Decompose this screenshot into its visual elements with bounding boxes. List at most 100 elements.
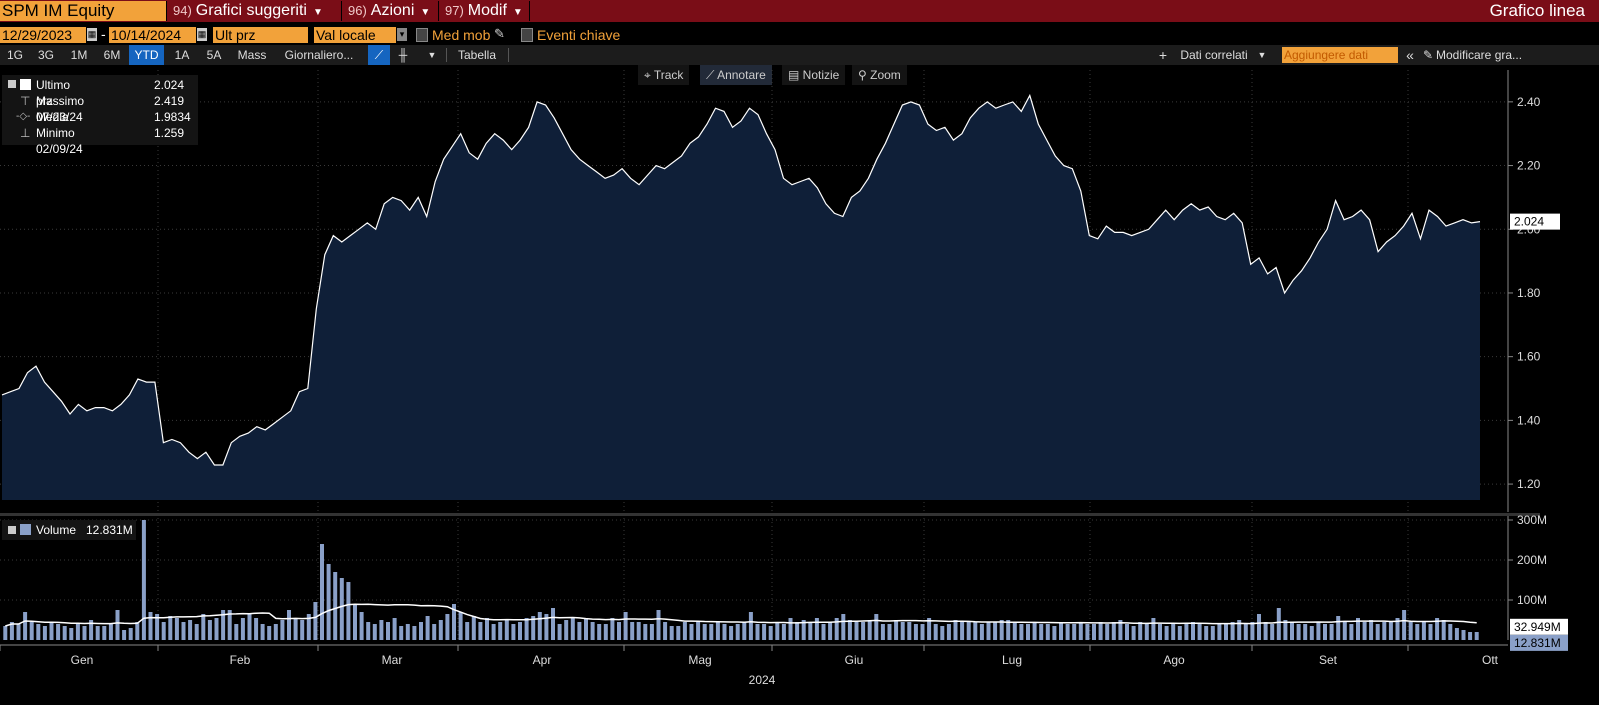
frequency-select[interactable]: Giornaliero... [284, 48, 354, 62]
key-events-label[interactable]: Eventi chiave [537, 27, 621, 43]
volume-bar [742, 622, 747, 640]
track-tool[interactable]: ⌖ Track [638, 65, 690, 85]
add-data-input[interactable]: Aggiungere dati [1282, 47, 1398, 63]
period-1m[interactable]: 1M [70, 48, 88, 62]
month-tick-label: Mar [382, 653, 403, 667]
pencil-icon[interactable]: ✎ [1422, 48, 1434, 62]
volume-bar [102, 626, 107, 640]
pencil-icon[interactable]: ✎ [494, 26, 505, 41]
legend-label: Volume [36, 523, 77, 537]
edit-chart-button[interactable]: Modificare gra... [1436, 48, 1523, 62]
volume-bar [1085, 624, 1090, 640]
key-events-checkbox[interactable] [521, 28, 533, 42]
volume-bar [1402, 610, 1407, 640]
volume-bar [867, 620, 872, 640]
volume-bar [1435, 618, 1440, 640]
ticker-field[interactable]: SPM IM Equity [0, 1, 166, 21]
chevron-down-icon[interactable]: ▼ [1257, 50, 1267, 60]
volume-bar [940, 626, 945, 640]
period-5a[interactable]: 5A [206, 48, 222, 62]
volume-bar [689, 624, 694, 640]
volume-bar [663, 622, 668, 640]
line-chart-icon[interactable]: ⟋ [368, 45, 390, 65]
volume-bar [320, 544, 324, 640]
volume-bar [227, 610, 232, 640]
volume-bar [148, 612, 153, 640]
month-tick-label: Apr [533, 653, 552, 667]
chevron-down-icon: ▼ [312, 7, 323, 18]
volume-bar [762, 624, 767, 640]
volume-bar [1210, 626, 1215, 640]
volume-bar [861, 622, 866, 640]
volume-bar [419, 622, 423, 640]
volume-bar [36, 624, 41, 640]
price-field-select[interactable]: Ult prz [213, 27, 308, 43]
plus-icon[interactable]: + [1158, 47, 1168, 63]
volume-bar [491, 624, 496, 640]
volume-bar [702, 624, 707, 640]
volume-bar [188, 620, 193, 640]
volume-bar [722, 624, 727, 640]
volume-bar [1356, 618, 1360, 640]
volume-bar [656, 610, 661, 640]
volume-bar [498, 622, 503, 640]
volume-bar [597, 624, 602, 640]
volume-bar [1078, 622, 1083, 640]
period-3g[interactable]: 3G [37, 48, 54, 62]
period-1a[interactable]: 1A [174, 48, 190, 62]
calendar-icon[interactable]: ▦ [87, 28, 97, 41]
volume-bar [1191, 622, 1195, 640]
low-marker-icon: ⊥ [20, 126, 31, 140]
end-date-field[interactable]: 10/14/2024 [109, 27, 196, 43]
price-tick-label: 2.20 [1517, 159, 1541, 173]
period-max[interactable]: Mass [237, 48, 267, 62]
legend-label: Massimo 07/23/24 [36, 94, 85, 124]
period-1g[interactable]: 1G [6, 48, 23, 62]
volume-bar [161, 622, 166, 640]
volume-bar [874, 614, 879, 640]
moving-avg-checkbox[interactable] [416, 28, 428, 42]
calendar-icon[interactable]: ▦ [197, 28, 207, 41]
candlestick-icon[interactable]: ╫ [398, 48, 408, 62]
annotate-tool[interactable]: ⟋ Annotare [700, 65, 772, 85]
zoom-tool[interactable]: ⚲ Zoom [852, 65, 907, 85]
period-ytd[interactable]: YTD [129, 45, 164, 65]
params-bar: 12/29/2023 ▦ - 10/14/2024 ▦ Ult prz Val … [0, 25, 1599, 45]
chevron-down-icon[interactable]: ▼ [427, 50, 437, 60]
chevron-down-icon[interactable]: ▾ [397, 28, 407, 41]
volume-bar [135, 622, 140, 640]
period-6m[interactable]: 6M [103, 48, 121, 62]
collapse-icon[interactable]: « [1406, 47, 1414, 63]
related-data-button[interactable]: Dati correlati [1180, 48, 1248, 62]
suggested-charts-menu[interactable]: 94) Grafici suggeriti ▼ [166, 1, 340, 21]
volume-bar [254, 618, 259, 640]
chart-type-title: Grafico linea [1489, 1, 1585, 20]
volume-bar [353, 604, 357, 640]
moving-avg-label[interactable]: Med mob [432, 27, 491, 43]
currency-select[interactable]: Val locale [314, 27, 396, 43]
volume-bar [1006, 620, 1011, 640]
table-button[interactable]: Tabella [457, 48, 497, 62]
actions-menu[interactable]: 96) Azioni ▼ [341, 1, 437, 21]
volume-bar [847, 620, 852, 640]
volume-legend[interactable]: Volume 12.831M [2, 520, 136, 540]
volume-bar [966, 622, 971, 640]
volume-bar [748, 612, 753, 640]
volume-bar [1224, 624, 1228, 640]
volume-bar [221, 610, 226, 640]
volume-bar [405, 624, 410, 640]
volume-bar [287, 610, 291, 640]
panel-divider[interactable] [0, 513, 1540, 516]
volume-bar [452, 604, 456, 640]
volume-bar [603, 624, 608, 640]
modify-menu[interactable]: 97) Modif ▼ [438, 1, 530, 21]
news-tool[interactable]: ▤ Notizie [782, 65, 846, 85]
toggle-icon [8, 80, 16, 88]
volume-bar [1237, 620, 1242, 640]
volume-bar [781, 624, 786, 640]
volume-bar [181, 622, 186, 640]
start-date-field[interactable]: 12/29/2023 [0, 27, 86, 43]
tool-label: Notizie [802, 68, 840, 82]
volume-tick-label: 200M [1517, 553, 1547, 567]
